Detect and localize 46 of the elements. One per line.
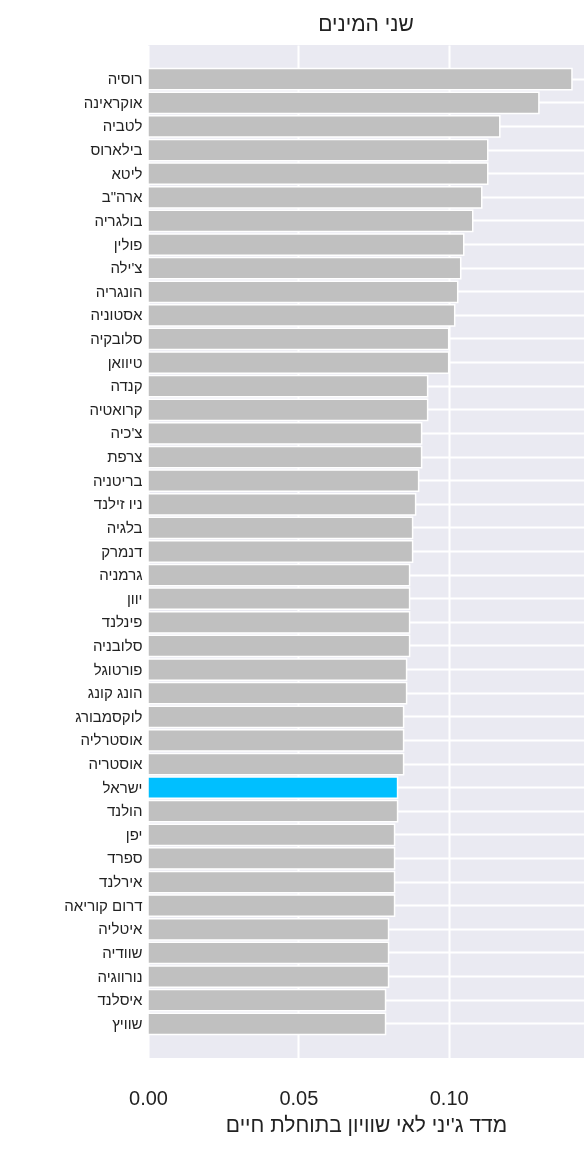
y-tick-label: בלגיה [106, 518, 143, 536]
y-tick-label: הולנד [106, 802, 143, 820]
y-tick-label: בריטניה [92, 471, 143, 489]
y-tick-label: קרואטיה [89, 400, 143, 418]
y-tick-label: נורווגיה [97, 967, 143, 985]
y-tick-label: הונגריה [95, 282, 143, 300]
y-tick-label: יוון [126, 589, 143, 607]
x-tick-label: 0.10 [429, 1086, 469, 1109]
y-tick-label: אסטוניה [90, 306, 144, 324]
y-tick-label: ניו זילנד [93, 495, 143, 513]
y-tick-label: ליטא [111, 164, 143, 182]
y-tick-label: סלובניה [92, 636, 143, 654]
y-tick-label: שוודיה [102, 943, 143, 961]
y-tick-label: פינלנד [101, 613, 143, 631]
y-tick-label: אוסטרליה [80, 731, 144, 749]
y-tick-label: טיוואן [107, 353, 143, 371]
y-tick-label: דרום קוריאה [64, 896, 143, 914]
y-tick-label: רוסיה [107, 70, 143, 88]
y-tick-label: איסלנד [97, 991, 144, 1009]
y-tick-label: גרמניה [99, 566, 143, 584]
y-tick-label: צ'כיה [110, 424, 143, 442]
y-tick-label: אוסטריה [88, 755, 144, 773]
x-axis-title: מדד ג'יני לאי שוויון בתוחלת חיים [225, 1112, 508, 1136]
x-tick-label: 0.00 [129, 1086, 168, 1109]
y-tick-label: ארה"ב [101, 188, 144, 206]
y-tick-label: ספרד [107, 849, 143, 867]
y-tick-label: יפן [125, 825, 143, 843]
y-tick-label: קנדה [110, 377, 143, 395]
y-tick-label: לוקסמבורג [75, 707, 143, 725]
y-tick-label: פורטוגל [93, 660, 143, 678]
y-tick-label: פולין [113, 235, 143, 253]
y-tick-label: שוויץ [112, 1014, 143, 1032]
y-tick-label: בילארוס [90, 141, 143, 159]
y-tick-label: צ'ילה [110, 259, 143, 277]
y-tick-label: צרפת [107, 448, 143, 466]
y-tick-label: אוקראינה [83, 93, 144, 111]
y-tick-label: אירלנד [99, 873, 144, 891]
y-tick-label: איטליה [98, 920, 144, 938]
y-tick-label: בולגריה [94, 211, 143, 229]
y-tick-label: לטביה [102, 117, 143, 135]
y-tick-label: סלובקיה [90, 329, 143, 347]
y-tick-label: הונג קונג [87, 684, 143, 702]
chart-title: שני המינים [318, 12, 414, 35]
y-tick-label: ישראל [102, 778, 143, 796]
y-tick-label: דנמרק [101, 542, 143, 560]
x-tick-label: 0.05 [279, 1086, 319, 1109]
